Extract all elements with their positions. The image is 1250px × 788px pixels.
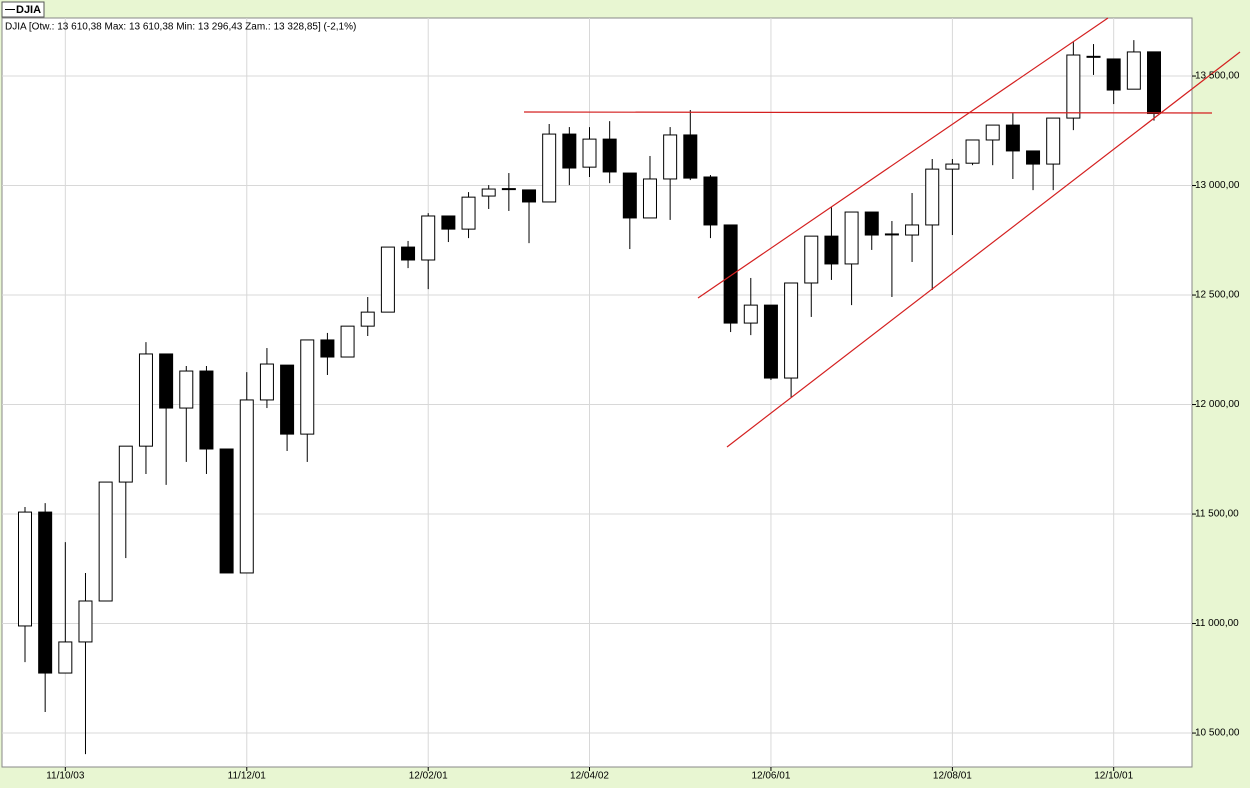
candle-body <box>1005 124 1020 152</box>
y-tick-label: 13 500,00 <box>1195 71 1240 82</box>
trend-lines <box>523 17 1241 448</box>
candle-body <box>1106 58 1121 91</box>
legend-box <box>1 1 45 18</box>
y-tick-label: 13 000,00 <box>1195 180 1240 191</box>
candle-body <box>1026 150 1041 165</box>
candle-body <box>138 353 153 447</box>
candle-body <box>703 176 718 226</box>
legend-label: DJIA <box>16 4 41 16</box>
candle-body <box>259 363 274 401</box>
x-tick-label: 12/08/01 <box>933 771 972 782</box>
candle-body <box>622 172 637 219</box>
y-tick-label: 11 000,00 <box>1195 618 1239 629</box>
candle-body <box>118 445 133 483</box>
x-tick-label: 12/10/01 <box>1094 771 1133 782</box>
candle-body <box>562 133 577 169</box>
candle-body <box>663 134 678 180</box>
candle-body <box>1086 55 1101 58</box>
resistance-line <box>523 111 1213 114</box>
y-tick-label: 10 500,00 <box>1195 728 1240 739</box>
channel-upper <box>697 17 1109 299</box>
candle-body <box>945 163 960 170</box>
candle-body <box>884 233 899 236</box>
candle-body <box>401 246 416 261</box>
candle-body <box>763 304 778 379</box>
candle-body <box>78 600 93 643</box>
candle-body <box>421 215 436 261</box>
x-tick-label: 12/04/02 <box>570 771 609 782</box>
candle-body <box>844 211 859 265</box>
candle-body <box>743 304 758 324</box>
candles <box>18 40 1161 755</box>
candle-body <box>340 325 355 358</box>
candle-body <box>804 235 819 284</box>
info-line: DJIA [Otw.: 13 610,38 Max: 13 610,38 Min… <box>5 22 356 33</box>
x-tick-label: 11/12/01 <box>228 771 267 782</box>
candle-body <box>461 196 476 230</box>
candle-body <box>219 448 234 574</box>
channel-lower <box>726 51 1241 448</box>
candle-body <box>905 224 920 236</box>
candle-body <box>723 224 738 324</box>
candle-body <box>199 370 214 450</box>
candle-body <box>864 211 879 236</box>
candle-body <box>925 168 940 226</box>
y-tick-label: 12 500,00 <box>1195 290 1240 301</box>
y-tick-label: 12 000,00 <box>1195 399 1240 410</box>
candle-body <box>38 511 53 674</box>
candle-body <box>179 370 194 409</box>
legend-tab: DJIA <box>1 1 45 18</box>
candle-body <box>481 188 496 197</box>
candle-body <box>985 124 1000 141</box>
candle-body <box>602 138 617 173</box>
candle-body <box>784 282 799 379</box>
candle-body <box>300 339 315 435</box>
candle-body <box>501 188 516 191</box>
candle-body <box>18 511 32 627</box>
x-tick-label: 12/06/01 <box>751 771 790 782</box>
candle-body <box>159 353 174 409</box>
candle-body <box>58 641 73 674</box>
candle-body <box>1147 51 1161 115</box>
candle-body <box>522 189 537 203</box>
candle-body <box>441 215 456 230</box>
candle-body <box>642 178 657 219</box>
candle-body <box>98 481 113 602</box>
candle-body <box>683 134 698 179</box>
candle-body <box>380 246 395 313</box>
candle-body <box>582 138 597 168</box>
candle-body <box>824 235 839 265</box>
y-tick-label: 11 500,00 <box>1195 509 1239 520</box>
candle-body <box>1046 117 1061 165</box>
candle-body <box>965 139 980 164</box>
candle-body <box>542 133 557 203</box>
candle-body <box>239 399 254 574</box>
candle-body <box>1066 54 1081 119</box>
x-tick-label: 11/10/03 <box>46 771 85 782</box>
candle-body <box>280 364 295 435</box>
x-tick-label: 12/02/01 <box>409 771 448 782</box>
candle-body <box>320 339 335 358</box>
candle-body <box>1126 51 1141 90</box>
candle-body <box>360 311 375 327</box>
